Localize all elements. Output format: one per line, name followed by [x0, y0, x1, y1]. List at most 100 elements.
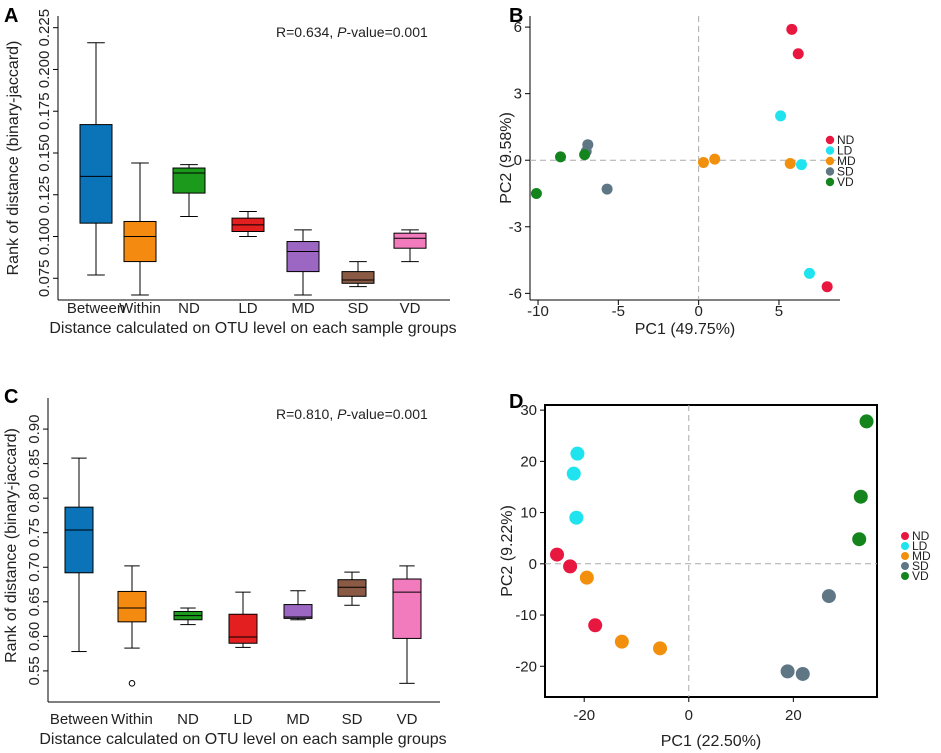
legend-marker-nd: [825, 135, 835, 145]
legend-label-ld: LD: [837, 144, 853, 158]
y-tick-label: 0.125: [36, 176, 53, 214]
x-axis-title: Distance calculated on OTU level on each…: [39, 731, 446, 748]
data-point-ld: [803, 267, 815, 279]
y-tick-label: 0.85: [26, 449, 43, 478]
y-tick-label: -10: [515, 607, 537, 624]
box-within: [117, 565, 147, 687]
box-vd: [392, 565, 422, 684]
boxplot-panel-c: 0.55 0.60 0.65 0.70 0.75 0.80 0.85 0.90 Rank of …: [3, 398, 447, 748]
stat-annotation: R=0.810, P-value=0.001: [276, 406, 428, 422]
stat-pvalue: -value=0.001: [346, 24, 428, 40]
box-between: [79, 42, 113, 276]
data-point-md: [709, 153, 721, 165]
box-md: [286, 229, 320, 296]
legend-marker-ld: [825, 146, 835, 155]
data-point-sd: [821, 589, 836, 604]
y-tick-label: 0: [514, 152, 522, 169]
data-point-ld: [569, 510, 584, 525]
box-iqr: [393, 232, 427, 249]
x-tick-label: VD: [397, 711, 418, 728]
data-point-md: [697, 156, 709, 168]
data-point-nd: [792, 48, 804, 60]
data-point-ld: [566, 466, 581, 481]
data-point-md: [614, 634, 629, 649]
box-iqr: [117, 590, 147, 623]
x-tick-label: Within: [119, 300, 161, 317]
legend-label-nd: ND: [837, 133, 855, 147]
x-tick-label: VD: [400, 300, 421, 317]
y-tick-label: -6: [509, 285, 522, 302]
x-tick-label: 0: [694, 303, 702, 320]
plot-frame: [544, 404, 878, 698]
x-tick-label: Between: [67, 300, 125, 317]
box-nd: [173, 607, 203, 626]
pcoa-panel-b: -10 -5 0 5 -6 -3 0 3 6 PC1 (49.75%) PC2 (9.58%) NDL…: [498, 16, 856, 338]
y-tick-label: 20: [520, 453, 537, 470]
y-tick-label: 0.65: [26, 587, 43, 616]
legend-label-sd: SD: [912, 559, 929, 573]
data-point-nd: [588, 618, 603, 633]
legend-label-sd: SD: [837, 165, 854, 179]
data-point-sd: [780, 664, 795, 679]
box-iqr: [392, 578, 422, 639]
data-point-nd: [786, 23, 798, 35]
x-tick-label: LD: [233, 711, 252, 728]
data-point-md: [653, 641, 668, 656]
x-tick-label: 20: [785, 707, 802, 724]
x-tick-label: -10: [527, 303, 549, 320]
y-tick-label: 0.60: [26, 622, 43, 651]
box-ld: [231, 210, 265, 238]
box-iqr: [228, 613, 258, 644]
box-iqr: [341, 271, 375, 284]
y-tick-label: 0.150: [36, 134, 53, 172]
y-tick-label: 0.225: [36, 9, 53, 47]
panel-label-c: C: [4, 386, 18, 408]
data-point-ld: [795, 159, 807, 171]
boxplot-panel-a: 0.075 0.100 0.125 0.150 0.175 0.200 0.225 Rank …: [5, 9, 457, 337]
data-point-ld: [775, 110, 787, 122]
box-within: [123, 162, 157, 296]
legend-label-vd: VD: [912, 569, 929, 583]
data-point-vd: [853, 489, 868, 504]
data-point-nd: [563, 559, 578, 574]
x-tick-label: ND: [177, 711, 199, 728]
outlier-point: [128, 680, 136, 687]
stat-pvalue: -value=0.001: [346, 406, 428, 422]
x-axis-title: PC1 (22.50%): [661, 733, 762, 750]
data-point-ld: [570, 446, 585, 461]
y-tick-label: 0.55: [26, 656, 43, 685]
x-tick-label: Within: [111, 711, 153, 728]
data-point-vd: [530, 188, 542, 199]
y-tick-label: 0.80: [26, 484, 43, 513]
x-axis-title: PC1 (49.75%): [635, 321, 736, 338]
box-nd: [172, 164, 206, 217]
y-tick-label: 0.175: [36, 92, 53, 130]
y-tick-label: 6: [514, 19, 522, 36]
x-tick-label: SD: [348, 300, 369, 317]
stat-r: R=0.810,: [276, 406, 337, 422]
data-point-md: [784, 158, 796, 170]
y-axis-title: Rank of distance (binary-jaccard): [5, 41, 22, 276]
y-tick-label: 0.75: [26, 518, 43, 547]
box-iqr: [172, 167, 206, 194]
y-tick-label: 0.90: [26, 414, 43, 443]
y-tick-label: -3: [509, 219, 522, 236]
data-point-nd: [821, 281, 833, 293]
legend-label-md: MD: [837, 154, 856, 168]
legend-marker-nd: [901, 532, 909, 540]
y-tick-label: 0.200: [36, 51, 53, 89]
panel-label-d: D: [509, 391, 523, 413]
legend-marker-sd: [901, 562, 909, 570]
legend-label-md: MD: [912, 549, 931, 563]
legend-label-vd: VD: [837, 175, 854, 189]
pcoa-panel-d: -20 0 20 -20 -10 0 10 20 30 PC1 (22.50%) PC2 (9.22…: [499, 402, 931, 750]
x-tick-label: 5: [775, 303, 783, 320]
x-tick-label: LD: [238, 300, 257, 317]
y-tick-label: 0.70: [26, 553, 43, 582]
box-sd: [337, 571, 367, 606]
y-tick-label: 10: [520, 505, 537, 522]
y-tick-label: 0.075: [36, 260, 53, 298]
stat-p: P: [337, 406, 347, 422]
